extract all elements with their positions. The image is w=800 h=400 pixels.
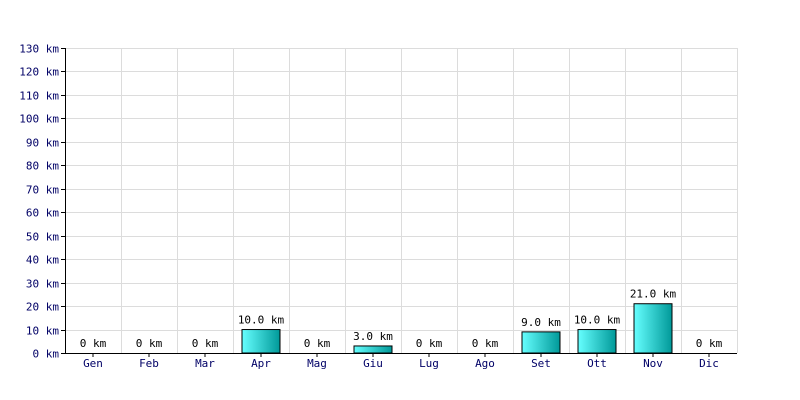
bar-apr xyxy=(241,329,281,354)
bar-nov xyxy=(633,303,673,354)
x-tick-label: Ago xyxy=(475,357,495,370)
y-tick-label: 40 km xyxy=(26,254,59,267)
bar-value-label: 3.0 km xyxy=(353,330,393,343)
bar-value-label: 9.0 km xyxy=(521,316,561,329)
y-tick-label: 10 km xyxy=(26,325,59,338)
y-tick-label: 20 km xyxy=(26,301,59,314)
x-tick-label: Apr xyxy=(251,357,271,370)
y-tick-label: 130 km xyxy=(19,43,59,56)
y-tick-label: 60 km xyxy=(26,207,59,220)
y-tick-label: 90 km xyxy=(26,137,59,150)
grid xyxy=(65,48,738,354)
x-tick-label: Ott xyxy=(587,357,607,370)
x-tick-label: Gen xyxy=(83,357,103,370)
bar-value-labels: 0 km 0 km 0 km 10.0 km 0 km 3.0 km 0 km 0 km 9.0… xyxy=(80,288,723,350)
bar-set xyxy=(521,331,561,354)
y-tick-label: 30 km xyxy=(26,278,59,291)
x-tick-label: Lug xyxy=(419,357,439,370)
x-axis-ticks: Gen Feb Mar Apr Mag Giu Lug Ago Set Ott Nov Dic xyxy=(83,353,719,370)
x-tick-label: Mag xyxy=(307,357,327,370)
y-axis-ticks: 0 km 10 km 20 km 30 km 40 km 50 km 60 km 70 km 8… xyxy=(19,43,65,361)
y-tick-label: 100 km xyxy=(19,113,59,126)
bar-value-label: 10.0 km xyxy=(574,314,621,327)
bar-value-label: 0 km xyxy=(416,337,443,350)
x-tick-label: Dic xyxy=(699,357,719,370)
bar-value-label: 0 km xyxy=(304,337,331,350)
bar-value-label: 0 km xyxy=(192,337,219,350)
bar-value-label: 0 km xyxy=(80,337,107,350)
bar-value-label: 0 km xyxy=(696,337,723,350)
y-tick-label: 0 km xyxy=(33,348,60,361)
y-tick-label: 110 km xyxy=(19,90,59,103)
bar-value-label: 10.0 km xyxy=(238,314,285,327)
axes xyxy=(65,48,737,354)
bar-value-label: 0 km xyxy=(472,337,499,350)
y-tick-label: 50 km xyxy=(26,231,59,244)
bar-ott xyxy=(577,329,617,354)
bar-giu xyxy=(353,345,393,354)
y-tick-label: 120 km xyxy=(19,66,59,79)
bar-value-label: 21.0 km xyxy=(630,288,677,301)
y-tick-label: 70 km xyxy=(26,184,59,197)
x-tick-label: Feb xyxy=(139,357,159,370)
bars xyxy=(241,303,673,354)
x-tick-label: Mar xyxy=(195,357,215,370)
x-tick-label: Nov xyxy=(643,357,663,370)
x-tick-label: Giu xyxy=(363,357,383,370)
x-tick-label: Set xyxy=(531,357,551,370)
bar-value-label: 0 km xyxy=(136,337,163,350)
y-tick-label: 80 km xyxy=(26,160,59,173)
